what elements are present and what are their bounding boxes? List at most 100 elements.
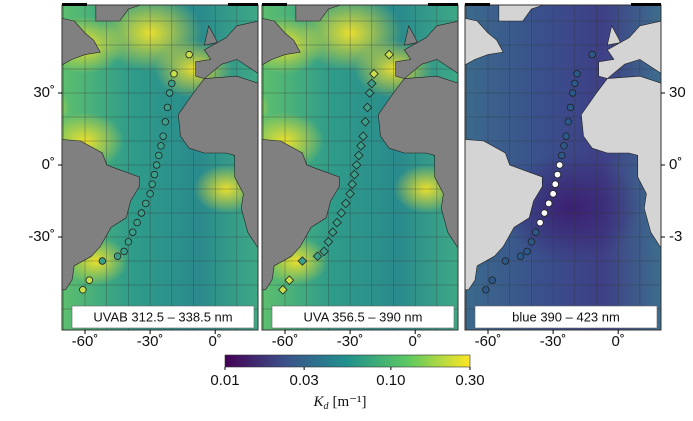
lon-tick-label: -60˚ [72, 333, 99, 350]
station [278, 284, 288, 295]
station [297, 256, 308, 266]
lon-tick-label: -60˚ [475, 333, 502, 350]
station [540, 209, 549, 217]
station [113, 252, 122, 260]
colorbar-tick-label: 0.30 [455, 372, 484, 389]
station [120, 247, 128, 256]
map-panel [0, 5, 258, 330]
lat-tick-label: -30˚ [28, 228, 55, 245]
panel-label: blue 390 – 423 nm [512, 309, 620, 324]
land [178, 75, 258, 249]
bloom [262, 92, 271, 123]
lon-tick-label: 0˚ [612, 333, 625, 350]
station [501, 257, 510, 265]
station [148, 180, 156, 188]
station [555, 161, 564, 169]
station [488, 276, 497, 284]
frame-bar [262, 3, 287, 6]
station [562, 132, 570, 140]
land [581, 75, 661, 249]
lon-tick-label: -30˚ [137, 333, 164, 350]
station [161, 118, 169, 126]
land [0, 115, 48, 146]
lon-tick-label: 0˚ [209, 333, 222, 350]
station [568, 89, 577, 97]
station [98, 257, 107, 265]
land [203, 24, 218, 46]
station [353, 150, 364, 161]
frame-bar [631, 3, 661, 6]
label-box [71, 305, 255, 329]
station [551, 180, 559, 188]
lat-tick-label: 0˚ [669, 156, 682, 173]
panel-label: UVA 356.5 – 390 nm [303, 309, 422, 324]
station [516, 252, 525, 260]
frame [464, 4, 662, 331]
station [319, 246, 329, 257]
station [129, 228, 137, 236]
station [527, 238, 536, 246]
station [532, 228, 540, 236]
subscript: d [323, 401, 329, 412]
frame-bar [465, 3, 490, 6]
lat-tick-label: -3 [669, 228, 682, 245]
station [146, 190, 154, 198]
station [165, 89, 174, 97]
station [157, 142, 165, 150]
station [79, 286, 87, 294]
station [85, 276, 94, 284]
station [142, 199, 150, 208]
unit: [m⁻¹] [332, 394, 366, 410]
station [155, 151, 163, 160]
lon-tick-label: -60˚ [272, 333, 299, 350]
colorbar-tick-label: 0.03 [290, 372, 319, 389]
frame-bar [62, 3, 87, 6]
station [553, 170, 562, 179]
station [364, 88, 375, 98]
station [347, 179, 358, 190]
station [152, 161, 161, 169]
station [356, 140, 366, 151]
colorbar-tick-label: 0.01 [210, 372, 239, 389]
station [284, 275, 295, 286]
station [168, 79, 176, 88]
land [403, 24, 418, 46]
bloom [62, 92, 71, 123]
land [598, 20, 661, 79]
map-panel [262, 5, 458, 330]
station [358, 131, 368, 142]
station [564, 118, 572, 126]
station [336, 208, 347, 218]
station [137, 209, 146, 217]
station [312, 251, 323, 262]
land [262, 139, 340, 291]
station [560, 142, 568, 150]
symbol: K [312, 394, 324, 410]
station [549, 190, 557, 198]
station [523, 247, 531, 256]
station [545, 199, 553, 208]
station [170, 70, 178, 78]
station [536, 218, 544, 227]
station [163, 103, 172, 112]
lon-tick-label: -30˚ [540, 333, 567, 350]
station [362, 102, 373, 113]
station [558, 151, 566, 160]
lon-tick-label: -30˚ [337, 333, 364, 350]
panel-label: UVAB 312.5 – 338.5 nm [93, 309, 232, 324]
station [360, 116, 371, 127]
lon-tick-label: 0˚ [409, 333, 422, 350]
station [150, 170, 159, 179]
land [195, 20, 258, 79]
frame [61, 4, 259, 331]
station [327, 227, 338, 238]
station [566, 103, 575, 112]
frame-bar [228, 3, 258, 6]
station [345, 188, 355, 199]
station [588, 50, 596, 59]
station [340, 198, 351, 209]
frame-bar [428, 3, 458, 6]
colorbar-label: Kd [m⁻¹] [312, 394, 366, 412]
station [323, 236, 334, 247]
